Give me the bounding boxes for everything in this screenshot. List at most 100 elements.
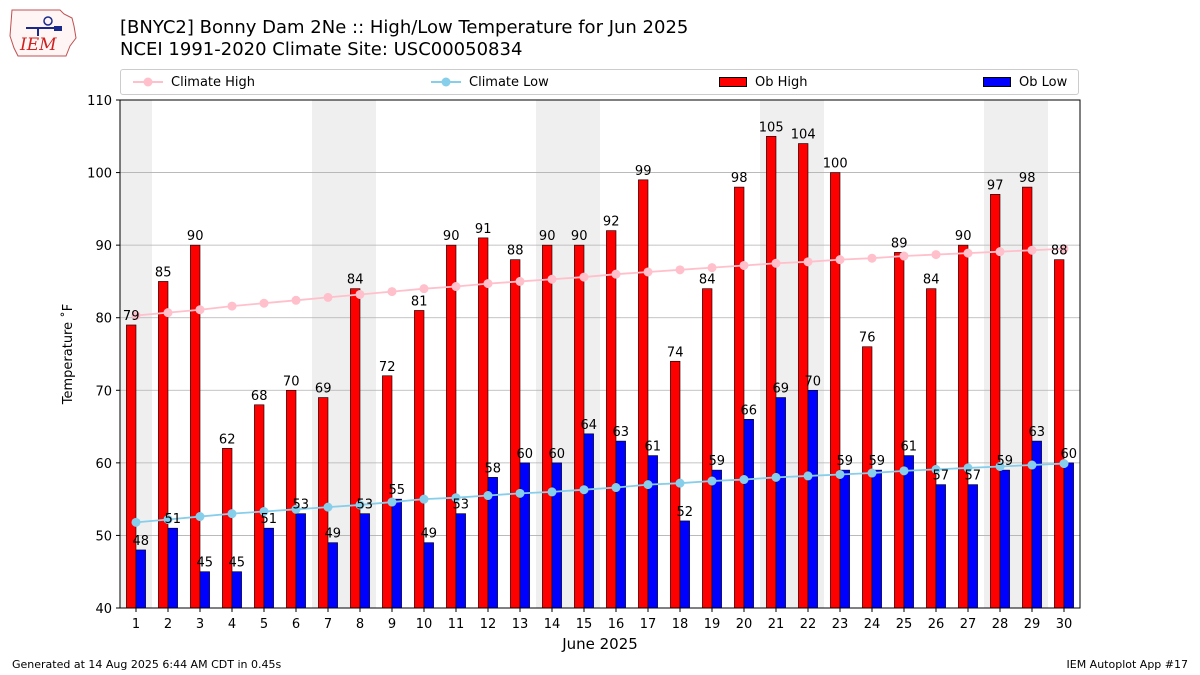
ob-low-value-label-20: 66 xyxy=(741,403,758,418)
x-tick-label-3: 3 xyxy=(196,617,204,632)
ob-high-bar-25 xyxy=(894,252,905,609)
ob-high-value-label-21: 105 xyxy=(759,120,784,135)
ob-high-bar-28 xyxy=(990,194,1001,609)
legend-ob-low-swatch xyxy=(983,77,1011,87)
ob-high-bar-13 xyxy=(510,259,521,609)
x-tick-label-18: 18 xyxy=(672,617,689,632)
ob-low-bar-10 xyxy=(423,542,434,609)
climate-low-point-25 xyxy=(899,466,909,476)
climate-high-point-13 xyxy=(515,276,525,286)
x-tick-label-11: 11 xyxy=(448,617,465,632)
ob-high-value-label-16: 92 xyxy=(603,215,620,230)
ob-low-value-label-23: 59 xyxy=(837,454,854,469)
ob-high-value-label-29: 98 xyxy=(1019,171,1036,186)
y-tick-label-90: 90 xyxy=(95,239,112,254)
ob-low-bar-1 xyxy=(135,549,146,609)
ob-low-bar-3 xyxy=(199,571,210,609)
ob-low-bar-6 xyxy=(295,513,306,609)
climate-low-point-16 xyxy=(611,483,621,493)
ob-low-value-label-6: 53 xyxy=(293,498,310,513)
ob-low-bar-8 xyxy=(359,513,370,609)
legend-climate-high: Climate High xyxy=(133,70,255,94)
ob-low-bar-25 xyxy=(903,455,914,609)
legend-ob-low-label: Ob Low xyxy=(1019,74,1068,90)
ob-low-value-label-27: 57 xyxy=(965,469,982,484)
x-tick-label-25: 25 xyxy=(896,617,913,632)
climate-low-point-2 xyxy=(163,514,173,524)
x-tick-label-19: 19 xyxy=(704,617,721,632)
ob-low-bar-22 xyxy=(807,389,818,609)
y-tick-label-100: 100 xyxy=(87,167,112,182)
ob-low-value-label-16: 63 xyxy=(613,425,630,440)
legend-climate-high-marker xyxy=(133,77,163,87)
ob-low-value-label-11: 53 xyxy=(453,498,470,513)
generated-timestamp: Generated at 14 Aug 2025 6:44 AM CDT in … xyxy=(12,658,282,671)
climate-low-point-6 xyxy=(291,504,301,514)
ob-high-bar-10 xyxy=(414,310,425,609)
app-credit: IEM Autoplot App #17 xyxy=(1066,658,1189,671)
x-tick-label-12: 12 xyxy=(480,617,497,632)
x-tick-label-23: 23 xyxy=(832,617,849,632)
ob-low-bar-27 xyxy=(967,484,978,609)
ob-low-value-label-12: 58 xyxy=(485,461,502,476)
ob-low-value-label-2: 51 xyxy=(165,512,182,527)
ob-high-bar-4 xyxy=(222,448,233,609)
ob-high-bar-11 xyxy=(446,244,457,609)
climate-high-point-16 xyxy=(611,269,621,279)
ob-low-value-label-4: 45 xyxy=(229,556,246,571)
x-tick-label-7: 7 xyxy=(324,617,332,632)
climate-low-point-7 xyxy=(323,502,333,512)
x-tick-label-6: 6 xyxy=(292,617,300,632)
climate-low-point-30 xyxy=(1059,459,1069,469)
climate-low-point-23 xyxy=(835,469,845,479)
y-axis-label: Temperature ˚F xyxy=(60,304,76,405)
climate-low-point-24 xyxy=(867,468,877,478)
ob-low-value-label-13: 60 xyxy=(517,447,534,462)
climate-low-point-28 xyxy=(995,461,1005,471)
climate-high-point-18 xyxy=(675,265,685,275)
climate-high-point-4 xyxy=(227,301,237,311)
climate-high-point-26 xyxy=(931,250,941,260)
ob-low-bar-17 xyxy=(647,455,658,609)
climate-high-point-6 xyxy=(291,295,301,305)
x-tick-label-20: 20 xyxy=(736,617,753,632)
climate-high-point-8 xyxy=(355,289,365,299)
ob-high-value-label-27: 90 xyxy=(955,229,972,244)
ob-low-value-label-15: 64 xyxy=(581,418,598,433)
ob-low-value-label-1: 48 xyxy=(133,534,150,549)
climate-low-point-4 xyxy=(227,509,237,519)
x-tick-label-4: 4 xyxy=(228,617,236,632)
climate-high-point-19 xyxy=(707,263,717,273)
ob-high-value-label-13: 88 xyxy=(507,244,524,259)
ob-low-bar-20 xyxy=(743,419,754,609)
ob-high-bar-2 xyxy=(158,281,169,609)
climate-high-point-5 xyxy=(259,298,269,308)
climate-low-point-22 xyxy=(803,471,813,481)
climate-high-point-2 xyxy=(163,308,173,318)
climate-low-point-19 xyxy=(707,476,717,486)
ob-high-value-label-9: 72 xyxy=(379,360,396,375)
climate-high-point-12 xyxy=(483,279,493,289)
ob-low-value-label-17: 61 xyxy=(645,440,662,455)
ob-high-value-label-15: 90 xyxy=(571,229,588,244)
legend-climate-low: Climate Low xyxy=(431,70,549,94)
legend-ob-high-label: Ob High xyxy=(755,74,808,90)
climate-high-point-7 xyxy=(323,292,333,302)
ob-high-value-label-7: 69 xyxy=(315,382,332,397)
ob-high-value-label-24: 76 xyxy=(859,331,876,346)
x-tick-label-16: 16 xyxy=(608,617,625,632)
ob-high-value-label-18: 74 xyxy=(667,345,684,360)
ob-low-bar-30 xyxy=(1063,462,1074,609)
x-tick-label-8: 8 xyxy=(356,617,364,632)
ob-low-bar-18 xyxy=(679,520,690,609)
ob-high-value-label-23: 100 xyxy=(823,157,848,172)
climate-high-point-10 xyxy=(419,284,429,294)
climate-high-point-28 xyxy=(995,247,1005,257)
ob-high-bar-14 xyxy=(542,244,553,609)
climate-high-point-3 xyxy=(195,305,205,315)
ob-high-value-label-1: 79 xyxy=(123,309,140,324)
x-tick-label-22: 22 xyxy=(800,617,817,632)
ob-low-value-label-14: 60 xyxy=(549,447,566,462)
ob-low-value-label-3: 45 xyxy=(197,556,214,571)
legend-climate-low-marker xyxy=(431,77,461,87)
